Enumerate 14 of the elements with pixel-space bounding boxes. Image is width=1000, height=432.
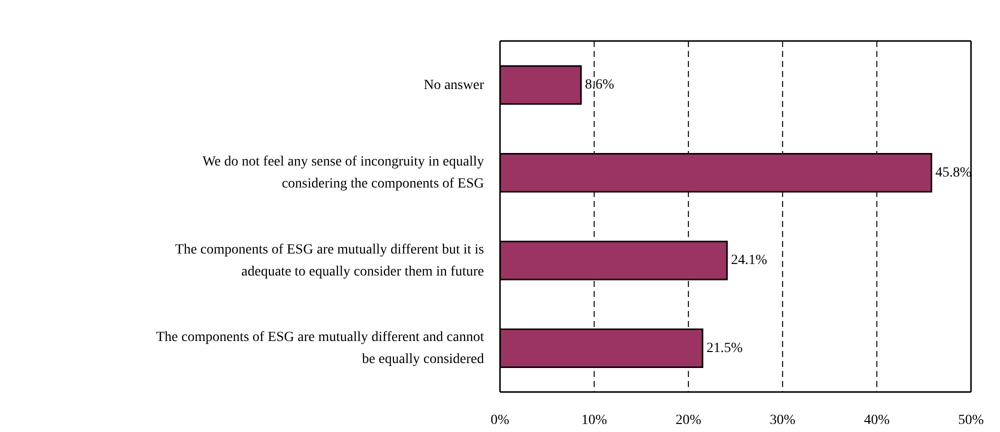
y-tick-label: No answer [424, 77, 484, 92]
x-tick-label: 0% [490, 412, 510, 428]
data-label: 24.1% [731, 253, 768, 268]
data-label: 8.6% [585, 78, 615, 92]
x-tick-label: 10% [581, 412, 608, 428]
data-label: 21.5% [706, 340, 744, 356]
data-label: 45.8% [935, 165, 972, 180]
x-tick-label: 20% [676, 412, 702, 428]
y-tick-label: The components of ESG are mutually different but it is adequate to equally consider them in future [175, 242, 484, 279]
x-tick-label: 50% [958, 412, 984, 428]
y-tick-label: The components of ESG are mutually different and cannot be equally considered [156, 330, 484, 367]
x-tick-label: 30% [770, 412, 796, 428]
y-tick-label: We do not feel any sense of incongruity in equally considering the components of ESG [202, 154, 484, 192]
x-tick-label: 40% [864, 412, 890, 428]
